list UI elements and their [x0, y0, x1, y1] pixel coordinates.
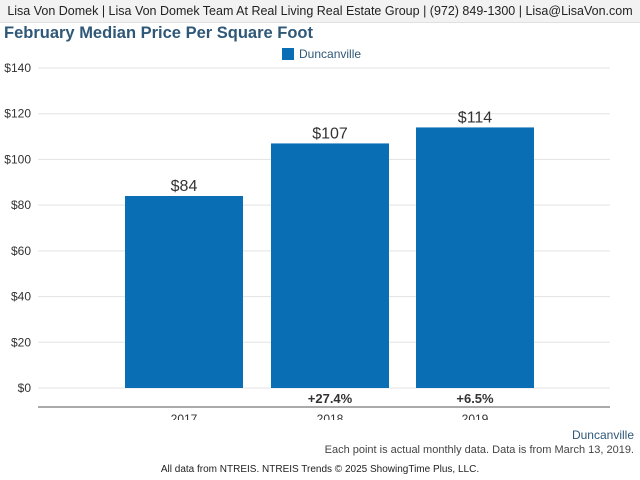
bar-2019	[416, 127, 534, 388]
legend: Duncanville	[282, 47, 361, 61]
change-label: +27.4%	[308, 391, 353, 406]
bar-value-label: $114	[458, 109, 493, 126]
y-tick-label: $120	[4, 107, 31, 121]
x-tick-label: 2019	[462, 412, 489, 420]
data-note: Each point is actual monthly data. Data …	[324, 444, 634, 456]
x-tick-label: 2018	[317, 412, 344, 420]
x-tick-label: 2017	[171, 412, 198, 420]
bar-chart: $0 $20 $40 $60 $80 $100 $120 $140 $84 2017 $107 +27…	[4, 61, 610, 420]
y-tick-label: $100	[4, 152, 31, 166]
chart-title: February Median Price Per Square Foot	[4, 24, 314, 42]
y-tick-label: $0	[18, 381, 32, 395]
y-tick-label: $20	[11, 335, 31, 349]
y-tick-label: $40	[11, 290, 31, 304]
legend-swatch	[282, 48, 294, 60]
bar-2018	[271, 143, 389, 388]
y-tick-label: $80	[11, 198, 31, 212]
y-tick-label: $140	[4, 61, 31, 75]
area-label: Duncanville	[571, 428, 634, 442]
source-footer: All data from NTREIS. NTREIS Trends © 20…	[160, 464, 480, 475]
bar-2017	[125, 196, 243, 388]
bar-value-label: $84	[171, 178, 198, 195]
legend-label: Duncanville	[299, 47, 362, 61]
bar-value-label: $107	[312, 125, 348, 142]
change-label: +6.5%	[456, 391, 494, 406]
y-tick-label: $60	[11, 244, 31, 258]
agent-contact-header: Lisa Von Domek | Lisa Von Domek Team At …	[0, 0, 640, 23]
